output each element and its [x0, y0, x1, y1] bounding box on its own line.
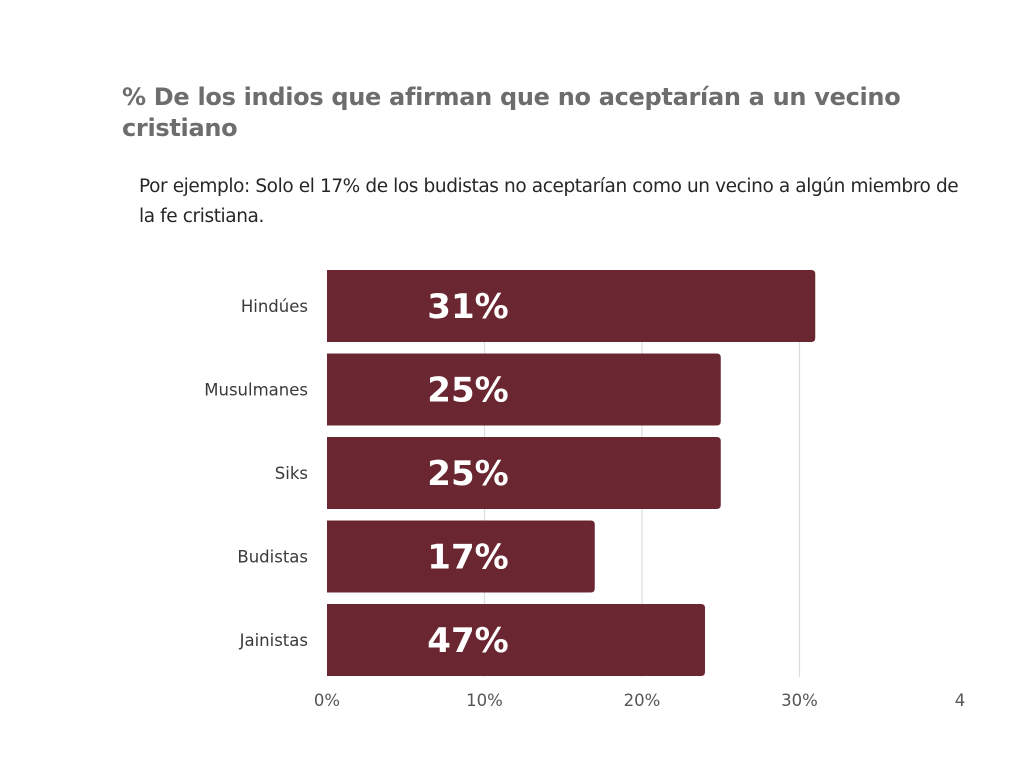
- bar: [327, 604, 705, 676]
- chart-subtitle: Por ejemplo: Solo el 17% de los budistas…: [139, 176, 959, 227]
- category-labels: Hindúes Musulmanes Siks Budistas Jainistas: [204, 297, 308, 650]
- category-label: Jainistas: [239, 631, 308, 650]
- x-tick-label: 10%: [466, 691, 503, 710]
- value-label: 17%: [427, 538, 508, 578]
- value-label: 47%: [427, 621, 508, 661]
- x-tick-label: 20%: [624, 691, 661, 710]
- x-tick-label: 4: [955, 691, 966, 710]
- value-labels: 31% 25% 25% 17% 47%: [427, 287, 508, 661]
- value-label: 25%: [427, 454, 508, 494]
- bar: [327, 437, 721, 509]
- value-label: 31%: [427, 287, 508, 327]
- category-label: Musulmanes: [204, 381, 308, 400]
- chart-title: % De los indios que afirman que no acept…: [122, 83, 901, 142]
- category-label: Siks: [275, 464, 308, 483]
- bar: [327, 270, 816, 342]
- x-tick-label: 30%: [781, 691, 818, 710]
- value-label: 25%: [427, 371, 508, 411]
- x-tick-label: 0%: [314, 691, 340, 710]
- bar: [327, 520, 595, 593]
- bars: [327, 270, 816, 676]
- category-label: Hindúes: [241, 297, 308, 316]
- x-axis-ticks: 0% 10% 20% 30% 4: [314, 691, 965, 710]
- bar: [327, 353, 721, 426]
- category-label: Budistas: [237, 548, 308, 567]
